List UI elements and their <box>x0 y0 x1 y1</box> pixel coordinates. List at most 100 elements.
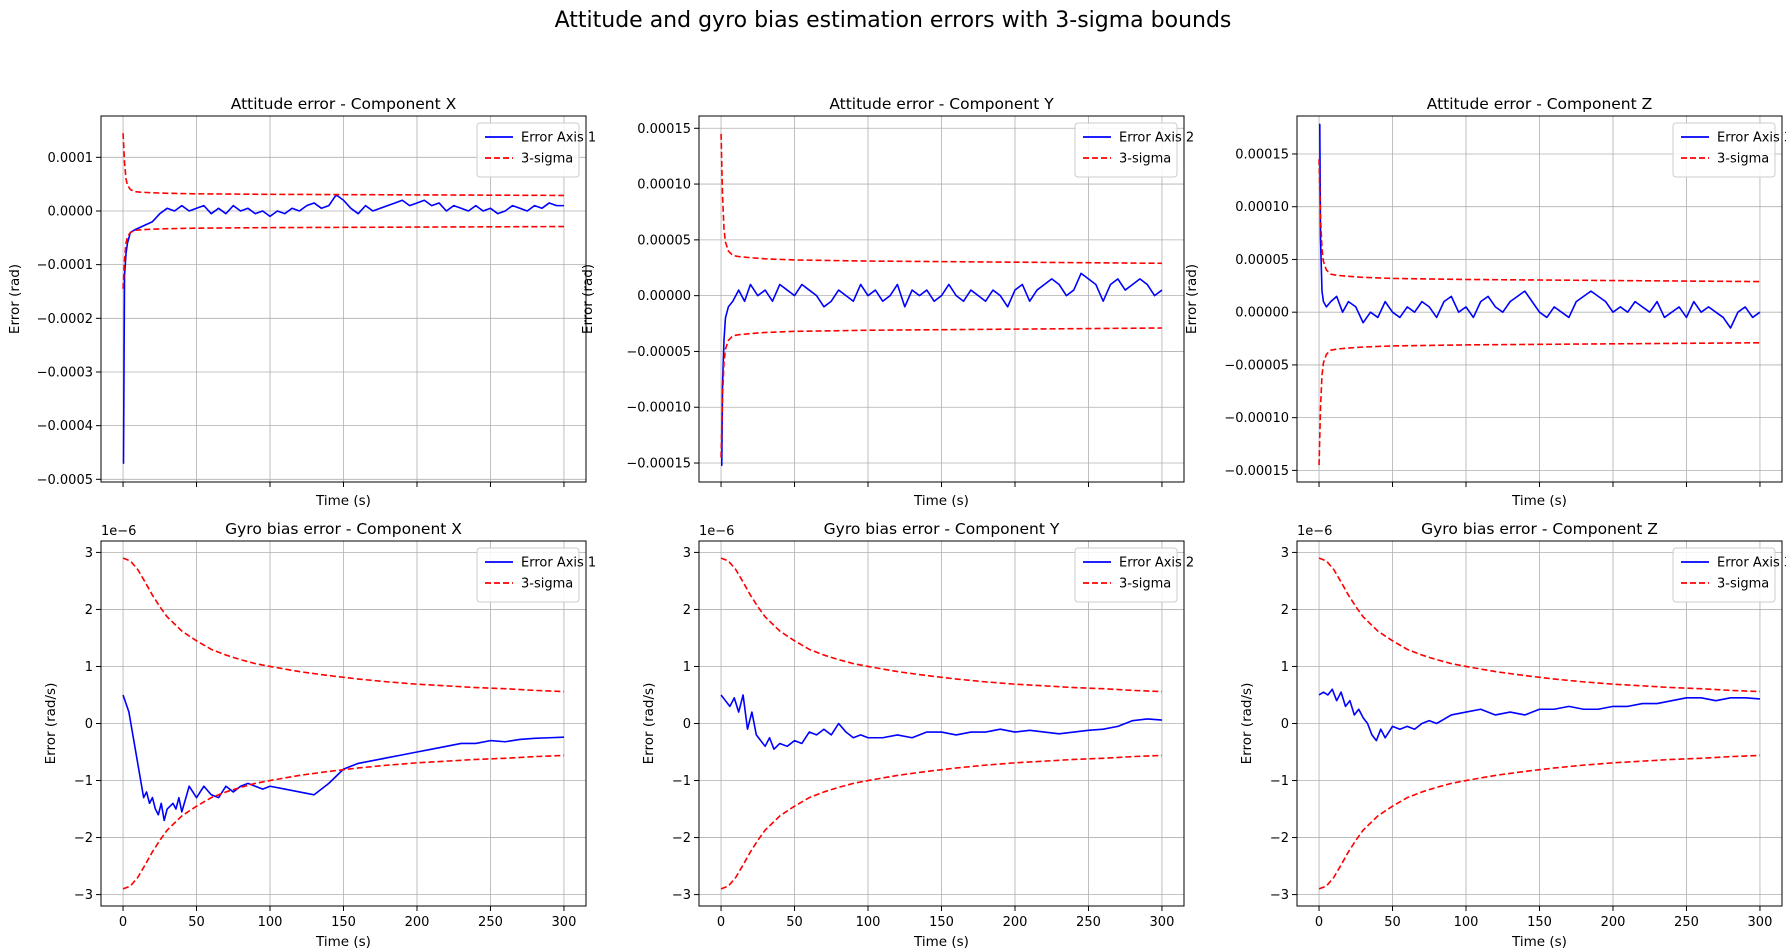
subplot-6: 0 50 100 150 200 250 300 −3 −2 −1 0 1 2 3 1e−6 Gyro bia… <box>1239 520 1786 950</box>
lower-3sigma-line <box>720 754 1162 890</box>
legend-label: Error Axis 3 <box>1717 131 1786 146</box>
x-tick-label: 50 <box>1384 915 1401 930</box>
y-tick-label: −2 <box>74 831 93 846</box>
x-axis-label: Time (s) <box>913 934 969 950</box>
y-tick-label: −0.00005 <box>626 345 691 360</box>
legend: Error Axis 3 3-sigma <box>1672 122 1786 178</box>
y-tick-label: 0.00015 <box>1235 147 1289 162</box>
lower-3sigma-line <box>720 327 1162 458</box>
subplot-title: Attitude error - Component X <box>231 95 457 113</box>
x-tick-label: 100 <box>1454 915 1479 930</box>
x-tick-label: 150 <box>1527 915 1552 930</box>
y-tick-label: 1 <box>85 660 93 675</box>
x-tick-label: 250 <box>478 915 503 930</box>
y-tick-label: −0.00010 <box>626 401 691 416</box>
y-tick-label: −2 <box>1270 831 1289 846</box>
y-tick-label: −0.00005 <box>1224 358 1289 373</box>
y-tick-label: −3 <box>672 888 691 903</box>
legend: Error Axis 2 3-sigma <box>1074 122 1194 178</box>
subplot-1: −0.0005 −0.0004 −0.0003 −0.0002 −0.0001 0.000… <box>7 95 596 509</box>
legend-label: Error Axis 3 <box>1717 556 1786 571</box>
subplot-title: Attitude error - Component Z <box>1427 95 1653 113</box>
legend-label: 3-sigma <box>1119 152 1171 167</box>
x-tick-label: 200 <box>1003 915 1028 930</box>
upper-3sigma-line <box>1318 557 1760 693</box>
y-axis-label: Error (rad/s) <box>641 683 657 765</box>
y-tick-label: −0.0002 <box>37 312 93 327</box>
upper-3sigma-line <box>122 133 564 197</box>
legend: Error Axis 1 3-sigma <box>476 122 596 178</box>
legend-label: 3-sigma <box>1119 577 1171 592</box>
x-axis-label: Time (s) <box>913 493 969 509</box>
x-tick-label: 250 <box>1076 915 1101 930</box>
error-line <box>720 694 1163 750</box>
y-tick-label: 3 <box>683 546 691 561</box>
x-tick-label: 50 <box>188 915 205 930</box>
y-tick-label: 0.00000 <box>637 289 691 304</box>
y-tick-label: −0.0003 <box>37 365 93 380</box>
legend-label: 3-sigma <box>1717 577 1769 592</box>
y-tick-label: 3 <box>85 546 93 561</box>
x-tick-label: 300 <box>1748 915 1773 930</box>
upper-3sigma-line <box>1318 159 1760 283</box>
x-tick-label: 0 <box>119 915 127 930</box>
y-tick-label: 2 <box>85 603 93 618</box>
y-tick-label: 0.00010 <box>637 178 691 193</box>
error-line <box>720 272 1163 467</box>
x-tick-label: 300 <box>1150 915 1175 930</box>
y-axis-label: Error (rad/s) <box>43 683 59 765</box>
y-tick-label: 0.0001 <box>48 151 94 166</box>
y-axis-label: Error (rad) <box>1184 264 1200 334</box>
legend-label: 3-sigma <box>521 152 573 167</box>
upper-3sigma-line <box>122 557 564 693</box>
y-tick-label: 1 <box>1281 660 1289 675</box>
y-axis-label: Error (rad) <box>580 264 596 334</box>
y-tick-label: 0 <box>1281 717 1289 732</box>
y-axis-label: Error (rad) <box>7 264 23 334</box>
x-tick-label: 150 <box>331 915 356 930</box>
y-tick-label: −1 <box>1270 774 1289 789</box>
y-tick-label: −0.00015 <box>626 457 691 472</box>
x-tick-label: 200 <box>1601 915 1626 930</box>
y-tick-label: −0.00015 <box>1224 464 1289 479</box>
x-tick-label: 100 <box>258 915 283 930</box>
y-tick-label: 0 <box>85 717 93 732</box>
x-tick-label: 0 <box>717 915 725 930</box>
y-tick-label: 0.00005 <box>1235 253 1289 268</box>
error-line <box>122 694 564 822</box>
y-tick-label: −1 <box>672 774 691 789</box>
y-tick-label: −2 <box>672 831 691 846</box>
x-axis-label: Time (s) <box>1511 493 1567 509</box>
y-tick-label: 0.00015 <box>637 122 691 137</box>
y-tick-label: −3 <box>1270 888 1289 903</box>
y-tick-label: −3 <box>74 888 93 903</box>
x-tick-label: 50 <box>786 915 803 930</box>
legend-label: Error Axis 1 <box>521 131 596 146</box>
subplot-5: 0 50 100 150 200 250 300 −3 −2 −1 0 1 2 3 1e−6 Gyro bia… <box>641 520 1194 950</box>
y-tick-label: −0.0001 <box>37 258 93 273</box>
y-tick-label: 0.00005 <box>637 233 691 248</box>
lower-3sigma-line <box>122 225 564 289</box>
upper-3sigma-line <box>720 557 1162 693</box>
legend-label: 3-sigma <box>521 577 573 592</box>
error-line <box>122 194 564 465</box>
y-offset-label: 1e−6 <box>1297 524 1332 539</box>
subplot-3: −0.00015 −0.00010 −0.00005 0.00000 0.00005 0.… <box>1184 95 1786 509</box>
x-axis-label: Time (s) <box>1511 934 1567 950</box>
y-tick-label: 1 <box>683 660 691 675</box>
y-tick-label: 0.00000 <box>1235 306 1289 321</box>
x-tick-label: 150 <box>929 915 954 930</box>
legend: Error Axis 1 3-sigma <box>476 547 596 603</box>
lower-3sigma-line <box>1318 754 1760 890</box>
figure-title: Attitude and gyro bias estimation errors… <box>554 8 1232 33</box>
y-tick-label: −0.0005 <box>37 473 93 488</box>
y-tick-label: −0.0004 <box>37 419 93 434</box>
y-axis-label: Error (rad/s) <box>1239 683 1255 765</box>
lower-3sigma-line <box>1318 341 1760 466</box>
legend: Error Axis 3 3-sigma <box>1672 547 1786 603</box>
subplot-title: Attitude error - Component Y <box>829 95 1054 113</box>
legend-label: Error Axis 2 <box>1119 131 1194 146</box>
y-tick-label: −0.00010 <box>1224 411 1289 426</box>
x-tick-label: 100 <box>856 915 881 930</box>
